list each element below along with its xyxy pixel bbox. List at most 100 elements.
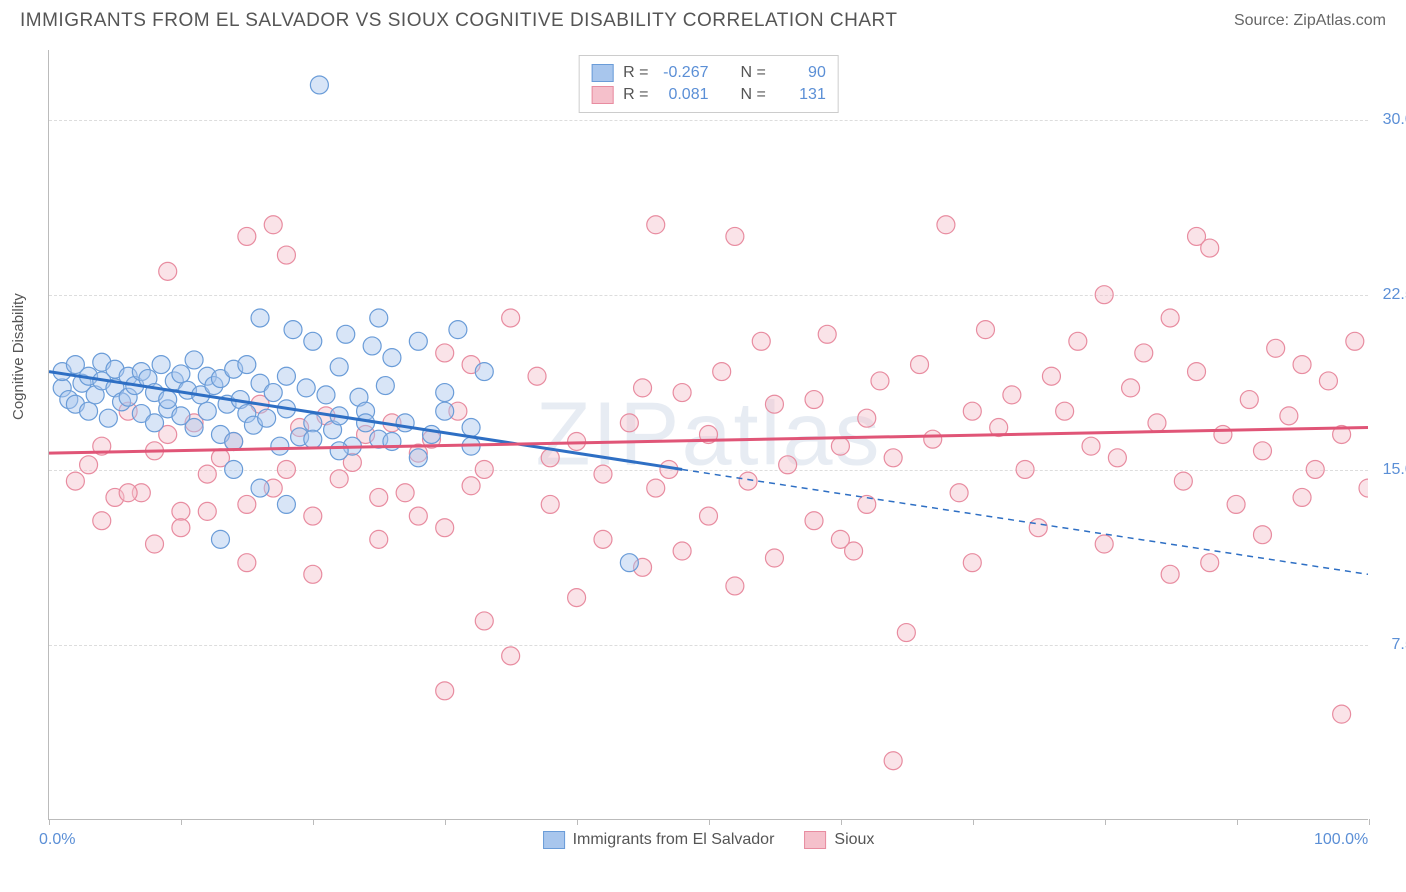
- scatter-point: [924, 430, 942, 448]
- scatter-point: [950, 484, 968, 502]
- y-tick-label: 15.0%: [1383, 461, 1406, 479]
- scatter-point: [1240, 391, 1258, 409]
- scatter-point: [1161, 309, 1179, 327]
- n-value-1: 90: [776, 64, 826, 82]
- x-tick-label: 100.0%: [1314, 831, 1368, 849]
- scatter-point: [475, 363, 493, 381]
- scatter-point: [146, 535, 164, 553]
- legend-label-2: Sioux: [834, 831, 874, 849]
- scatter-point: [436, 344, 454, 362]
- n-value-2: 131: [776, 86, 826, 104]
- scatter-point: [330, 470, 348, 488]
- scatter-point: [963, 554, 981, 572]
- x-tick-mark: [1237, 819, 1238, 825]
- scatter-point: [376, 377, 394, 395]
- scatter-point: [1359, 479, 1368, 497]
- scatter-point: [370, 530, 388, 548]
- scatter-point: [310, 76, 328, 94]
- scatter-point: [198, 465, 216, 483]
- x-tick-mark: [313, 819, 314, 825]
- legend-bottom-swatch-1: [543, 831, 565, 849]
- scatter-point: [502, 309, 520, 327]
- scatter-point: [1253, 526, 1271, 544]
- scatter-point: [264, 216, 282, 234]
- x-tick-mark: [1369, 819, 1370, 825]
- scatter-point: [185, 351, 203, 369]
- n-label-2: N =: [741, 86, 766, 104]
- scatter-point: [858, 409, 876, 427]
- scatter-point: [475, 612, 493, 630]
- legend-swatch-2: [591, 86, 613, 104]
- scatter-point: [884, 752, 902, 770]
- x-tick-label: 0.0%: [39, 831, 75, 849]
- scatter-point: [146, 414, 164, 432]
- scatter-point: [330, 358, 348, 376]
- scatter-point: [225, 460, 243, 478]
- scatter-point: [436, 519, 454, 537]
- scatter-point: [647, 479, 665, 497]
- scatter-point: [370, 488, 388, 506]
- scatter-point: [897, 624, 915, 642]
- scatter-point: [66, 472, 84, 490]
- scatter-point: [185, 419, 203, 437]
- scatter-point: [238, 495, 256, 513]
- scatter-point: [1174, 472, 1192, 490]
- scatter-point: [80, 456, 98, 474]
- scatter-point: [1042, 367, 1060, 385]
- scatter-point: [258, 409, 276, 427]
- scatter-point: [1346, 332, 1364, 350]
- scatter-point: [304, 332, 322, 350]
- scatter-point: [238, 227, 256, 245]
- scatter-point: [277, 495, 295, 513]
- legend-swatch-1: [591, 64, 613, 82]
- correlation-legend: R = -0.267 N = 90 R = 0.081 N = 131: [578, 55, 839, 113]
- scatter-point: [1069, 332, 1087, 350]
- scatter-point: [238, 356, 256, 374]
- scatter-point: [225, 433, 243, 451]
- x-tick-mark: [49, 819, 50, 825]
- scatter-point: [304, 414, 322, 432]
- scatter-point: [1253, 442, 1271, 460]
- scatter-point: [409, 332, 427, 350]
- scatter-point: [831, 437, 849, 455]
- x-tick-mark: [1105, 819, 1106, 825]
- scatter-point: [449, 321, 467, 339]
- scatter-point: [1188, 363, 1206, 381]
- scatter-point: [304, 565, 322, 583]
- scatter-point: [805, 391, 823, 409]
- y-tick-label: 22.5%: [1383, 286, 1406, 304]
- scatter-point: [211, 530, 229, 548]
- scatter-point: [409, 507, 427, 525]
- legend-item-1: Immigrants from El Salvador: [543, 831, 775, 849]
- scatter-point: [752, 332, 770, 350]
- scatter-point: [1122, 379, 1140, 397]
- scatter-point: [1029, 519, 1047, 537]
- scatter-point: [1056, 402, 1074, 420]
- scatter-point: [304, 430, 322, 448]
- scatter-point: [594, 530, 612, 548]
- x-tick-mark: [841, 819, 842, 825]
- legend-label-1: Immigrants from El Salvador: [573, 831, 775, 849]
- scatter-point: [713, 363, 731, 381]
- scatter-point: [976, 321, 994, 339]
- scatter-point: [317, 386, 335, 404]
- scatter-point: [462, 419, 480, 437]
- y-axis-label: Cognitive Disability: [10, 293, 27, 420]
- scatter-point: [1319, 372, 1337, 390]
- legend-row-series-1: R = -0.267 N = 90: [591, 62, 826, 84]
- scatter-point: [1201, 554, 1219, 572]
- scatter-point: [673, 384, 691, 402]
- scatter-point: [726, 227, 744, 245]
- scatter-point: [277, 367, 295, 385]
- scatter-point: [271, 437, 289, 455]
- scatter-point: [1280, 407, 1298, 425]
- x-tick-mark: [973, 819, 974, 825]
- scatter-point: [80, 402, 98, 420]
- y-tick-label: 30.0%: [1383, 111, 1406, 129]
- y-tick-label: 7.5%: [1392, 636, 1406, 654]
- scatter-point: [739, 472, 757, 490]
- scatter-point: [1267, 339, 1285, 357]
- n-label-1: N =: [741, 64, 766, 82]
- scatter-point: [396, 414, 414, 432]
- scatter-point: [647, 216, 665, 234]
